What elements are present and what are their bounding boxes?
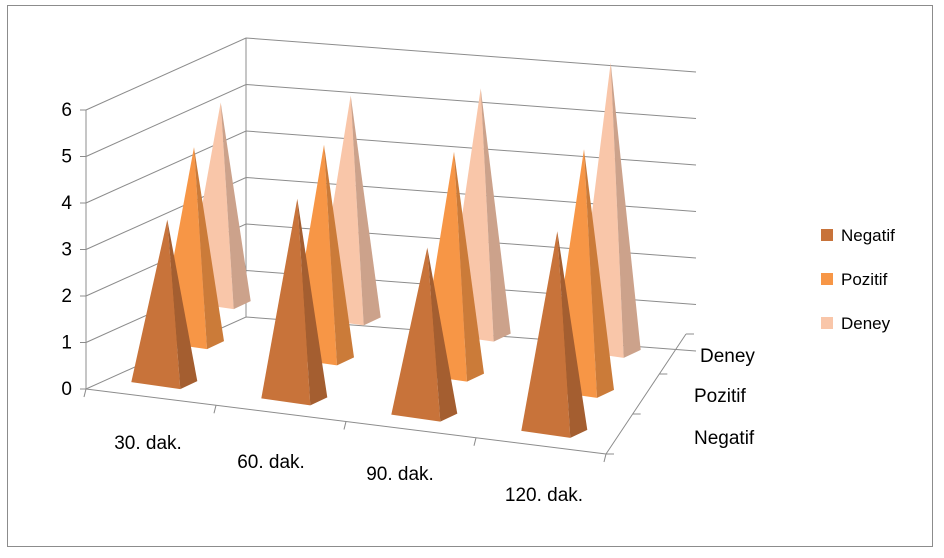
y-tick-label: 5: [61, 147, 72, 168]
depth-axis-line: [605, 333, 687, 455]
depth-axis-ticks: Negatif Pozitif Deney: [606, 333, 755, 455]
legend-swatch: [821, 317, 833, 329]
y-tick-label: 3: [61, 240, 72, 261]
x-tick-mark: [603, 453, 607, 463]
pyramid-side-face: [297, 198, 328, 406]
y-tick-label: 1: [61, 333, 72, 354]
pyramid-side-face: [194, 147, 224, 350]
y-tick-label: 2: [61, 286, 72, 307]
gridline: [85, 37, 697, 111]
pyramid-side-face: [557, 231, 588, 438]
legend-label: Negatif: [841, 226, 895, 245]
depth-tick-label: Pozitif: [694, 386, 746, 407]
y-tick-label: 4: [61, 193, 72, 214]
pyramid-side-face: [454, 151, 484, 382]
x-tick-label: 60. dak.: [237, 452, 305, 473]
pyramid-side-face: [220, 102, 251, 310]
x-tick-label: 30. dak.: [114, 433, 182, 454]
legend-swatch: [821, 229, 833, 241]
x-tick-label: 120. dak.: [505, 485, 583, 506]
legend-swatch: [821, 273, 833, 285]
depth-tick-label: Deney: [700, 346, 755, 367]
pyramid-front-face: [131, 219, 181, 390]
pyramid-bar: [131, 219, 198, 390]
pyramid-bar: [521, 231, 588, 438]
pyramid-side-face: [610, 62, 641, 358]
legend-label: Pozitif: [841, 270, 888, 289]
x-tick-mark: [83, 388, 87, 398]
pyramid-side-face: [480, 88, 511, 342]
y-tick-label: 0: [61, 379, 72, 400]
legend: Negatif Pozitif Deney: [821, 226, 895, 333]
x-tick-mark: [213, 405, 217, 414]
chart-frame: 0 1 2 3 4 5 6 30. dak. 60. dak. 90. dak. 120. dak…: [7, 5, 933, 547]
pyramid-front-face: [261, 198, 311, 406]
pyramid-side-face: [167, 219, 198, 390]
pyramid-bar: [261, 198, 328, 406]
pyramid-bars: [131, 62, 641, 438]
depth-tick-label: Negatif: [694, 428, 755, 449]
pyramid-bar: [391, 247, 458, 422]
legend-label: Deney: [841, 314, 891, 333]
pyramid-front-face: [521, 231, 571, 438]
pyramid-side-face: [427, 247, 458, 422]
x-tick-mark: [473, 437, 477, 446]
pyramid-chart: 0 1 2 3 4 5 6 30. dak. 60. dak. 90. dak. 120. dak…: [61, 37, 895, 506]
x-tick-mark: [343, 421, 347, 430]
pyramid-side-face: [350, 95, 381, 326]
pyramid-side-face: [324, 144, 354, 366]
y-tick-label: 6: [61, 100, 72, 121]
pyramid-side-face: [584, 149, 614, 398]
x-axis-ticks: 30. dak. 60. dak. 90. dak. 120. dak.: [83, 388, 607, 506]
x-tick-label: 90. dak.: [366, 464, 434, 485]
pyramid-front-face: [391, 247, 441, 422]
y-axis-ticks: 0 1 2 3 4 5 6: [61, 100, 86, 400]
